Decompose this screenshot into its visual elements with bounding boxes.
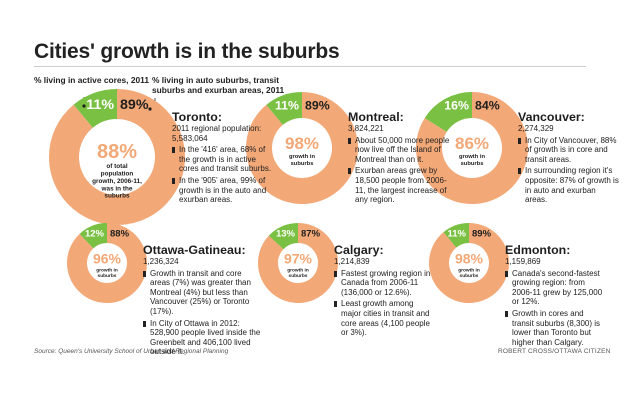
slice-active-cores-edmonton xyxy=(443,223,470,249)
population-vancouver: 2,274,329 xyxy=(518,124,554,133)
label-active-cores-ottawa-gatineau: 12% xyxy=(85,228,105,239)
label-active-cores-vancouver: 16% xyxy=(444,98,469,112)
page-title: Cities' growth is in the suburbs xyxy=(34,40,340,63)
note-ottawa-gatineau-1: Growth in transit and core areas (7%) wa… xyxy=(143,269,263,317)
city-name-ottawa-gatineau: Ottawa-Gatineau: xyxy=(143,243,246,257)
source-note: Source: Queen's University School of Urb… xyxy=(34,348,229,355)
city-name-toronto: Toronto: xyxy=(172,110,222,124)
slice-auto-suburbs-montreal xyxy=(246,92,358,204)
slice-auto-suburbs-calgary xyxy=(258,223,338,303)
label-auto-suburbs-calgary: 87% xyxy=(301,228,321,239)
city-block-calgary: Calgary: 1,214,839 Fastest growing region … xyxy=(334,243,434,338)
center-value-toronto: 88% xyxy=(97,141,137,163)
population-toronto: 5,583,064 xyxy=(172,133,208,143)
note-toronto-2: In the '905' area, 99% of growth is in t… xyxy=(172,176,277,205)
note-edmonton-2: Growth in cores and transit suburbs (8,3… xyxy=(505,309,605,347)
slice-auto-suburbs-toronto xyxy=(49,89,185,225)
center-caption-edmonton: growth in suburbs xyxy=(458,267,480,279)
label-auto-suburbs-toronto: 89% xyxy=(120,97,149,113)
city-name-edmonton: Edmonton: xyxy=(505,243,571,257)
donut-montreal: 11% 89% 98%growth in suburbs xyxy=(246,92,358,204)
label-active-cores-edmonton: 11% xyxy=(448,228,467,239)
city-name-vancouver: Vancouver: xyxy=(518,110,585,124)
city-block-vancouver: Vancouver: 2,274,329 In City of Vancouver,… xyxy=(518,110,620,205)
center-caption-montreal: growth in suburbs xyxy=(289,154,316,167)
note-montreal-2: Exurban areas grew by 18,500 people from… xyxy=(348,166,450,204)
center-value-montreal: 98% xyxy=(285,134,319,153)
label-auto-suburbs-montreal: 89% xyxy=(305,98,330,112)
slice-auto-suburbs-edmonton xyxy=(429,223,509,303)
population-ottawa-gatineau: 1,236,324 xyxy=(143,257,179,266)
center-caption-toronto: of total population growth, 2006-11, was in… xyxy=(92,163,142,199)
center-caption-vancouver: growth in suburbs xyxy=(459,154,486,167)
note-montreal-1: About 50,000 more people now live off th… xyxy=(348,136,450,165)
credit-note: ROBERT CROSS/OTTAWA CITIZEN xyxy=(498,348,611,355)
city-block-edmonton: Edmonton: 1,159,869 Canada's second-fastes… xyxy=(505,243,605,347)
note-calgary-2: Least growth among major cities in trans… xyxy=(334,299,434,337)
donut-calgary: 13% 87% 97%growth in suburbs xyxy=(258,223,338,303)
legend-auto-suburbs: % living in auto suburbs, transit suburb… xyxy=(152,75,285,95)
city-block-toronto: Toronto: 2011 regional population: 5,583,0… xyxy=(172,110,277,205)
center-caption-calgary: growth in suburbs xyxy=(287,267,309,279)
center-value-edmonton: 98% xyxy=(455,251,484,267)
donut-edmonton: 11% 89% 98%growth in suburbs xyxy=(429,223,509,303)
label-auto-suburbs-ottawa-gatineau: 88% xyxy=(110,228,130,239)
slice-active-cores-calgary xyxy=(268,223,299,250)
slice-auto-suburbs-vancouver xyxy=(416,92,528,204)
city-block-montreal: Montreal: 3,824,221 About 50,000 more peop… xyxy=(348,110,450,205)
note-vancouver-2: In surrounding region it's opposite: 87%… xyxy=(518,166,620,204)
note-edmonton-1: Canada's second-fastest growing region: … xyxy=(505,269,605,307)
label-active-cores-toronto: 11% xyxy=(86,97,114,113)
population-calgary: 1,214,839 xyxy=(334,257,370,266)
slice-active-cores-montreal xyxy=(266,92,303,126)
label-auto-suburbs-edmonton: 89% xyxy=(472,228,492,239)
city-name-montreal: Montreal: xyxy=(348,110,404,124)
note-calgary-1: Fastest growing region in Canada from 20… xyxy=(334,269,434,298)
legend-dot-active xyxy=(82,104,86,108)
slice-auto-suburbs-ottawa-gatineau xyxy=(67,223,147,303)
label-auto-suburbs-vancouver: 84% xyxy=(475,98,500,112)
center-value-vancouver: 86% xyxy=(455,134,489,153)
slice-active-cores-vancouver xyxy=(424,92,473,133)
population-edmonton: 1,159,869 xyxy=(505,257,541,266)
legend-dot-auto xyxy=(148,107,152,111)
slice-active-cores-ottawa-gatineau xyxy=(79,223,108,249)
note-toronto-1: In the '416' area, 68% of the growth is … xyxy=(172,145,277,174)
center-caption-ottawa-gatineau: growth in suburbs xyxy=(96,267,118,279)
population-label-toronto: 2011 regional population: xyxy=(172,124,262,133)
slice-active-cores-toronto xyxy=(73,89,118,129)
donut-toronto: 11% 89% 88%of total population growth, 2006-… xyxy=(49,89,185,225)
note-ottawa-gatineau-2: In City of Ottawa in 2012: 528,900 peopl… xyxy=(143,319,263,357)
title-rule xyxy=(34,66,586,67)
center-value-ottawa-gatineau: 96% xyxy=(93,251,122,267)
city-name-calgary: Calgary: xyxy=(334,243,384,257)
label-active-cores-calgary: 13% xyxy=(276,228,296,239)
population-montreal: 3,824,221 xyxy=(348,124,384,133)
donut-ottawa-gatineau: 12% 88% 96%growth in suburbs xyxy=(67,223,147,303)
note-vancouver-1: In City of Vancouver, 88% of growth is i… xyxy=(518,136,620,165)
legend-active-cores: % living in active cores, 2011 xyxy=(34,75,149,85)
center-value-calgary: 97% xyxy=(284,251,313,267)
donut-vancouver: 16% 84% 86%growth in suburbs xyxy=(416,92,528,204)
label-active-cores-montreal: 11% xyxy=(275,98,299,112)
city-block-ottawa-gatineau: Ottawa-Gatineau: 1,236,324 Growth in trans… xyxy=(143,243,263,357)
